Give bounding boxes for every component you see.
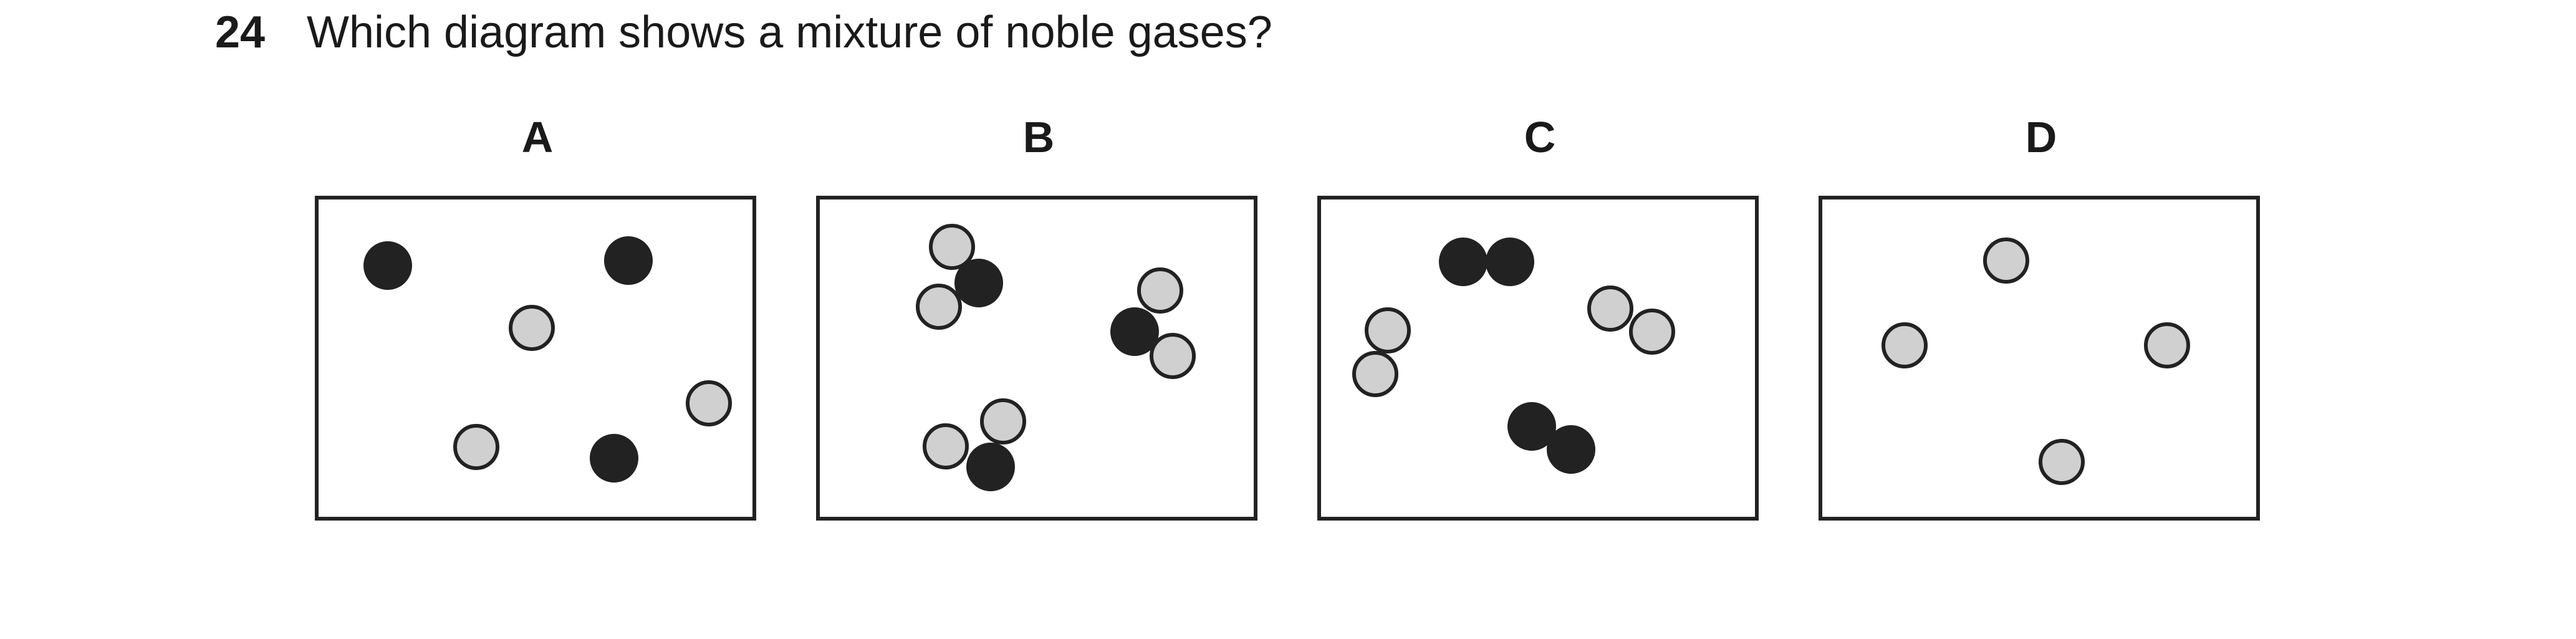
diagram-d	[1819, 196, 2260, 521]
diagram-b-frame	[816, 196, 1257, 521]
option-label-d: D	[2025, 113, 2057, 161]
question-text: Which diagram shows a mixture of noble g…	[307, 7, 1272, 57]
diagram-a-frame	[315, 196, 756, 521]
question-number: 24	[215, 7, 266, 57]
diagram-a	[315, 196, 756, 521]
diagram-d-frame	[1819, 196, 2260, 521]
option-label-c: C	[1524, 113, 1556, 161]
diagram-c-frame	[1317, 196, 1759, 521]
diagram-b	[816, 196, 1257, 521]
diagram-c	[1317, 196, 1759, 521]
option-label-b: B	[1022, 113, 1055, 161]
option-label-a: A	[521, 113, 554, 161]
